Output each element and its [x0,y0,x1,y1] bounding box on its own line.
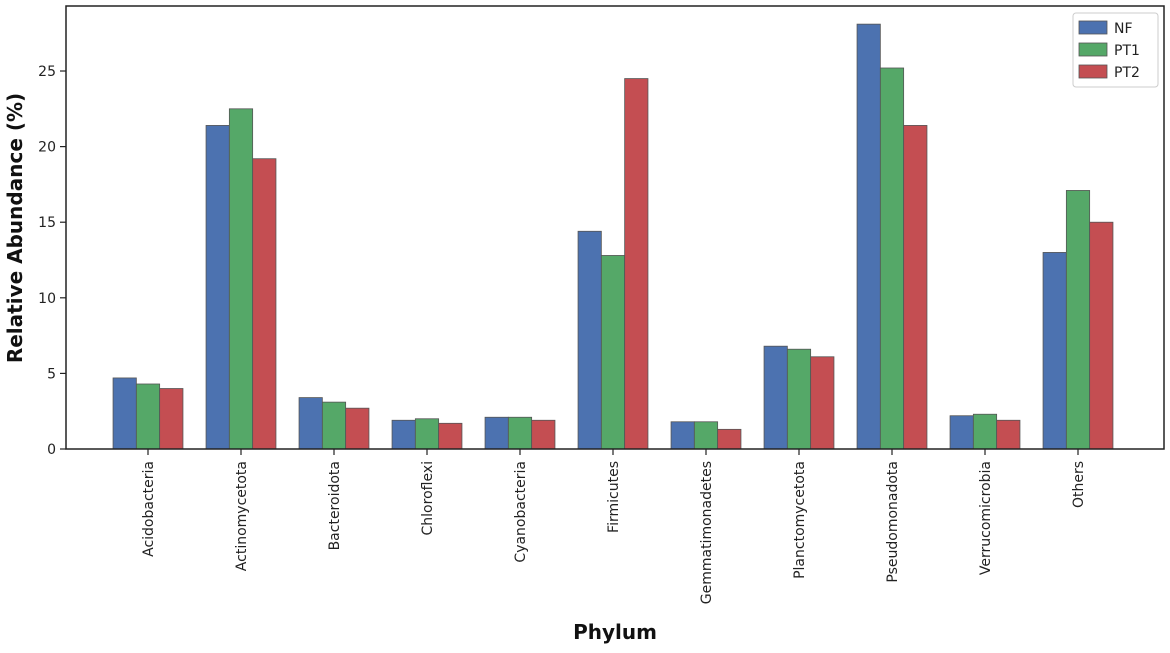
y-tick-label: 25 [38,64,56,80]
bar-nf-cyanobacteria [484,416,509,450]
y-tick-label: 15 [38,215,56,231]
bar-nf-chloroflexi [391,419,416,450]
bar-nf-acidobacteria [112,377,137,450]
bar-pt1-others [1065,190,1091,450]
x-tick-label: Planctomycetota [792,461,808,579]
x-tick-label: Acidobacteria [141,461,157,557]
bar-nf-verrucomicrobia [949,415,974,450]
x-tick-label: Chloroflexi [420,461,436,535]
bar-pt2-chloroflexi [438,422,463,450]
legend-label-nf: NF [1114,21,1133,37]
y-axis: 0 5 10 15 20 25 [38,64,66,458]
bar-pt2-bacteroidota [345,407,370,450]
y-tick-label: 5 [47,366,56,382]
bar-pt2-pseudomonadota [903,125,928,450]
x-tick-label: Firmicutes [606,461,622,533]
bar-pt1-firmicutes [600,255,626,450]
legend-swatch-pt1 [1078,42,1108,57]
legend: NF PT1 PT2 [1072,12,1159,88]
bars-group [112,23,1114,450]
y-tick-label: 20 [38,140,56,156]
y-tick-label: 0 [47,442,56,458]
bar-nf-bacteroidota [298,397,323,450]
bar-pt1-bacteroidota [321,401,347,450]
x-tick-label: Others [1071,461,1087,508]
bar-nf-actinomycetota [205,125,230,450]
bar-pt1-planctomycetota [786,348,812,450]
x-tick-label: Verrucomicrobia [978,461,994,575]
bar-pt2-actinomycetota [252,158,277,450]
bar-pt1-pseudomonadota [879,67,905,450]
bar-pt1-cyanobacteria [507,416,533,450]
plot-frame [65,5,1165,450]
bar-nf-pseudomonadota [856,23,881,450]
bar-pt2-acidobacteria [159,388,184,450]
bar-pt1-gemmatimonadetes [693,421,719,450]
bar-pt2-cyanobacteria [531,419,556,450]
bar-pt1-verrucomicrobia [972,413,998,450]
y-tick-label: 10 [38,291,56,307]
x-tick-label: Gemmatimonadetes [699,461,715,604]
legend-label-pt2: PT2 [1114,65,1140,81]
bar-nf-planctomycetota [763,345,788,450]
legend-swatch-pt2 [1078,64,1108,79]
bar-pt2-verrucomicrobia [996,419,1021,450]
bar-pt1-actinomycetota [228,108,254,450]
bar-nf-gemmatimonadetes [670,421,695,450]
bar-pt2-firmicutes [624,78,649,450]
bar-nf-firmicutes [577,230,602,450]
bar-pt1-acidobacteria [135,383,161,450]
bar-pt2-planctomycetota [810,356,835,450]
x-tick-label: Bacteroidota [327,461,343,550]
x-tick-label: Pseudomonadota [885,461,901,583]
bar-pt2-gemmatimonadetes [717,428,742,450]
x-tick-label: Cyanobacteria [513,461,529,563]
x-axis-title: Phylum [573,620,657,644]
x-tick-label: Actinomycetota [234,461,250,571]
bar-pt1-chloroflexi [414,418,440,450]
legend-swatch-nf [1078,20,1108,35]
y-axis-title: Relative Abundance (%) [3,93,27,363]
bar-nf-others [1042,252,1067,450]
x-axis: Acidobacteria Actinomycetota Bacteroidota C… [141,449,1087,604]
legend-label-pt1: PT1 [1114,43,1140,59]
bar-pt2-others [1089,221,1114,450]
